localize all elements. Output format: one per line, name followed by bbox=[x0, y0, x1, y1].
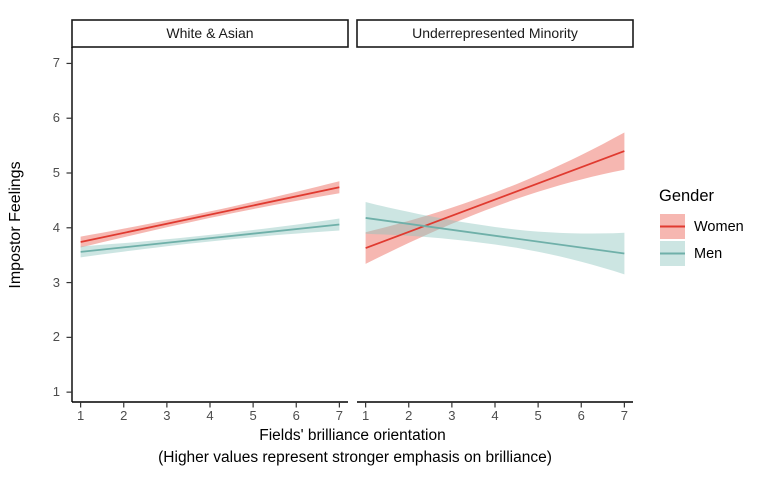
trend-line-men-underrepresented-minority bbox=[365, 217, 625, 255]
y-tick-label: 7 bbox=[52, 55, 60, 71]
facet-strip-underrepresented-minority bbox=[356, 19, 634, 48]
x-tick-label: 7 bbox=[620, 408, 628, 423]
trend-line-women-white-asian bbox=[80, 186, 340, 243]
x-tick-label: 3 bbox=[448, 408, 456, 423]
legend-title: Gender bbox=[659, 187, 715, 205]
x-tick-label: 1 bbox=[362, 408, 370, 423]
trend-line-women-underrepresented-minority bbox=[365, 150, 625, 249]
x-tick-label: 1 bbox=[77, 408, 85, 423]
y-tick-label: 1 bbox=[52, 384, 60, 400]
y-axis-title: Impostor Feelings bbox=[7, 161, 24, 289]
y-tick-label: 2 bbox=[52, 329, 60, 345]
facet-strip-label: Underrepresented Minority bbox=[412, 25, 578, 41]
facet-strip-white-asian bbox=[71, 19, 349, 48]
x-tick-label: 4 bbox=[206, 408, 214, 423]
x-tick-label: 4 bbox=[491, 408, 499, 423]
y-tick-label: 4 bbox=[52, 219, 60, 235]
x-axis-title: Fields' brilliance orientation bbox=[259, 427, 446, 444]
x-tick-label: 3 bbox=[163, 408, 171, 423]
x-tick-label: 2 bbox=[405, 408, 413, 423]
x-tick-label: 5 bbox=[534, 408, 542, 423]
x-tick-label: 5 bbox=[249, 408, 257, 423]
facet-strip-label: White & Asian bbox=[166, 25, 254, 41]
y-tick-label: 6 bbox=[52, 110, 60, 126]
x-tick-label: 6 bbox=[292, 408, 300, 423]
ci-ribbon-women-underrepresented-minority bbox=[365, 132, 625, 264]
x-tick-label: 6 bbox=[577, 408, 585, 423]
x-axis-subtitle: (Higher values represent stronger emphas… bbox=[158, 449, 552, 466]
legend-label-women: Women bbox=[694, 219, 744, 235]
y-tick-label: 5 bbox=[52, 165, 60, 180]
trend-line-men-white-asian bbox=[80, 223, 340, 253]
legend-label-men: Men bbox=[694, 246, 723, 262]
ci-ribbon-men-underrepresented-minority bbox=[365, 202, 625, 275]
x-tick-label: 7 bbox=[335, 408, 343, 423]
y-tick-label: 3 bbox=[52, 274, 60, 290]
x-tick-label: 2 bbox=[120, 408, 128, 423]
